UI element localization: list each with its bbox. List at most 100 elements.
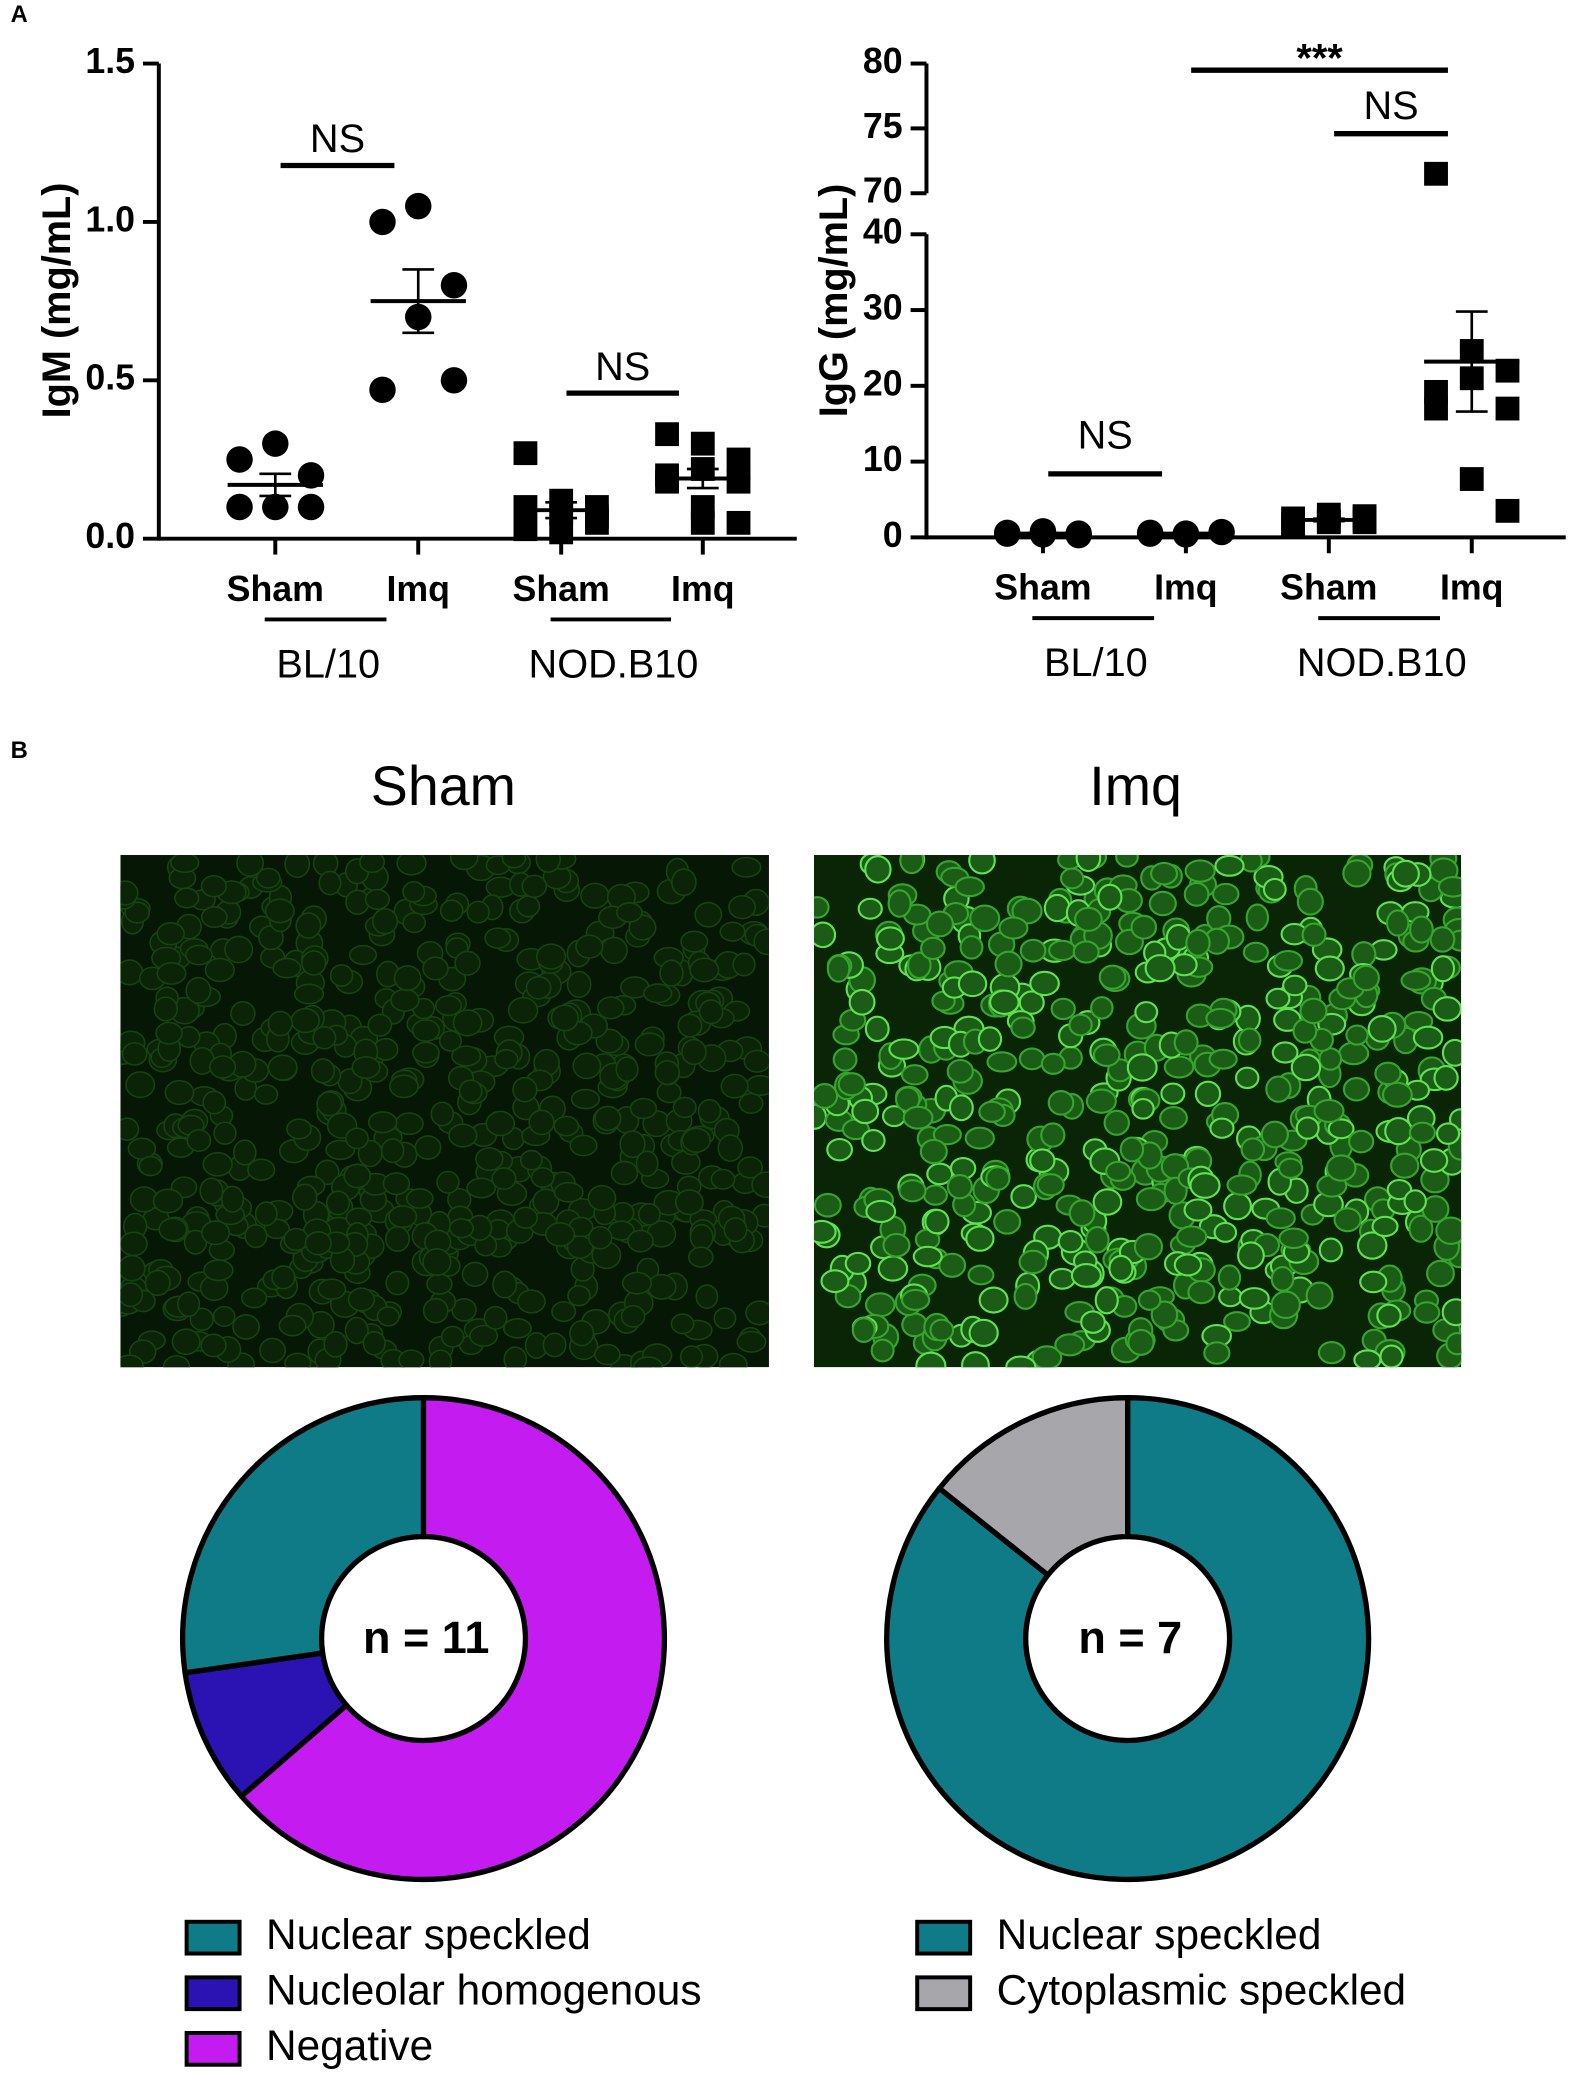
cell bbox=[1131, 1097, 1155, 1120]
cell bbox=[553, 1115, 580, 1137]
cell bbox=[710, 1168, 736, 1190]
cell bbox=[634, 1032, 665, 1057]
cell bbox=[968, 855, 996, 875]
cell bbox=[832, 1047, 858, 1072]
cell bbox=[1010, 1016, 1036, 1039]
cell bbox=[1352, 964, 1380, 992]
legend-swatch bbox=[184, 1919, 242, 1956]
cell bbox=[728, 894, 757, 920]
cell bbox=[1130, 914, 1158, 940]
data-point bbox=[690, 510, 715, 535]
cell bbox=[1409, 915, 1434, 944]
cell bbox=[1301, 922, 1327, 947]
cell bbox=[152, 1188, 184, 1214]
cell bbox=[1019, 938, 1047, 963]
x-tick-label: Sham bbox=[513, 569, 610, 609]
data-point bbox=[1352, 504, 1377, 529]
cell bbox=[588, 1225, 613, 1250]
cell bbox=[1313, 1098, 1345, 1124]
cell bbox=[310, 1058, 336, 1084]
cell bbox=[1278, 1227, 1309, 1250]
cell bbox=[615, 902, 643, 923]
cell bbox=[412, 1041, 440, 1064]
cell bbox=[978, 1100, 1006, 1123]
cell bbox=[439, 899, 464, 922]
cell bbox=[1194, 1080, 1222, 1107]
cell bbox=[519, 1149, 543, 1171]
cell bbox=[535, 855, 562, 874]
x-tick-label: Imq bbox=[1440, 568, 1504, 608]
significance-label: NS bbox=[310, 117, 365, 161]
cell bbox=[1412, 1025, 1444, 1050]
cell bbox=[965, 1225, 995, 1252]
cell bbox=[1265, 987, 1291, 1010]
cell bbox=[232, 1314, 260, 1340]
cell bbox=[837, 1072, 866, 1097]
cell bbox=[743, 1049, 769, 1073]
cell bbox=[449, 855, 479, 871]
cell bbox=[961, 1351, 990, 1368]
cell bbox=[697, 1098, 722, 1124]
cell bbox=[751, 1171, 769, 1198]
cell bbox=[1325, 1154, 1357, 1182]
cell bbox=[964, 1126, 995, 1150]
cell bbox=[1072, 940, 1100, 964]
cell bbox=[929, 1318, 955, 1342]
data-point bbox=[297, 462, 325, 489]
cell bbox=[1160, 1082, 1186, 1105]
donut-segment bbox=[180, 1395, 427, 1676]
cell bbox=[1413, 1301, 1441, 1324]
cell bbox=[156, 962, 187, 985]
cell bbox=[689, 1223, 714, 1251]
data-point bbox=[726, 510, 751, 535]
y-tick-label: 0 bbox=[883, 515, 903, 555]
cell bbox=[946, 1174, 973, 1200]
cell bbox=[448, 1123, 478, 1148]
cell bbox=[120, 1231, 148, 1257]
cell bbox=[254, 1201, 278, 1227]
cell bbox=[550, 1004, 579, 1032]
cell bbox=[343, 1163, 371, 1189]
cell bbox=[1441, 1038, 1462, 1067]
cell bbox=[376, 1306, 400, 1327]
cell bbox=[1238, 1287, 1270, 1310]
cell bbox=[530, 1167, 555, 1188]
cell bbox=[1299, 997, 1328, 1025]
cell bbox=[1282, 974, 1308, 997]
cell bbox=[731, 856, 762, 878]
cell bbox=[907, 951, 932, 980]
cell bbox=[1080, 1310, 1106, 1334]
cell bbox=[1348, 1129, 1375, 1154]
cell bbox=[1342, 1076, 1371, 1102]
cell bbox=[236, 855, 265, 877]
cell bbox=[569, 1320, 595, 1347]
cell bbox=[719, 921, 746, 942]
legend-swatch bbox=[915, 1919, 973, 1956]
cell bbox=[694, 901, 723, 928]
cell bbox=[286, 1118, 312, 1140]
cell bbox=[570, 1088, 601, 1110]
cell bbox=[882, 1232, 911, 1258]
cell bbox=[851, 1098, 880, 1125]
cell bbox=[503, 1346, 528, 1368]
cell bbox=[946, 1058, 974, 1084]
y-tick-label: 1.0 bbox=[85, 199, 135, 239]
cell bbox=[1189, 1172, 1221, 1199]
cell bbox=[1144, 954, 1176, 983]
cell bbox=[199, 1177, 224, 1205]
cell bbox=[362, 1330, 386, 1356]
cell bbox=[1070, 1262, 1102, 1288]
cell bbox=[364, 888, 391, 910]
cell bbox=[1408, 1214, 1434, 1243]
cell bbox=[483, 1305, 508, 1330]
cell bbox=[1010, 1184, 1037, 1209]
cell bbox=[393, 965, 422, 992]
cell bbox=[870, 1338, 895, 1363]
cell bbox=[452, 1009, 483, 1037]
cell bbox=[170, 855, 200, 874]
cell bbox=[1342, 859, 1372, 888]
cell bbox=[232, 1139, 257, 1166]
cell bbox=[202, 1090, 227, 1115]
cell bbox=[267, 1010, 293, 1037]
cell bbox=[1068, 1199, 1096, 1228]
